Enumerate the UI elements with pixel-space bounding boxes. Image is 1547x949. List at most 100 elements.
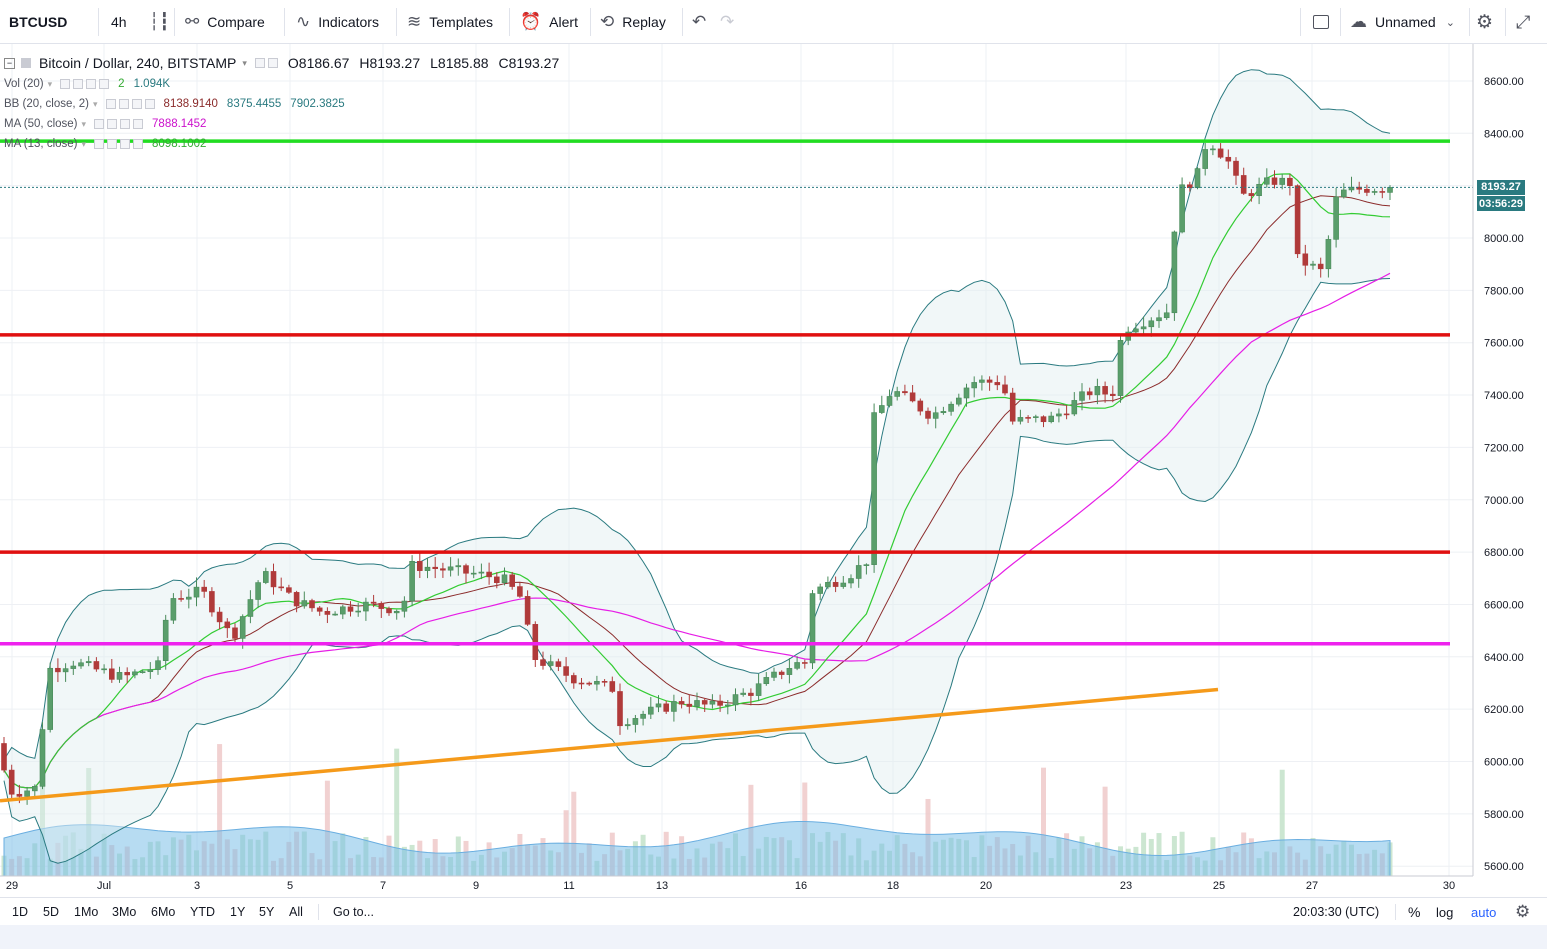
goto-button[interactable]: Go to... xyxy=(333,905,374,919)
candle-body xyxy=(755,683,762,696)
settings-button[interactable]: ⚙ xyxy=(1476,0,1501,44)
candle-body xyxy=(825,582,831,588)
range-3mo[interactable]: 3Mo xyxy=(112,905,137,919)
range-ytd[interactable]: YTD xyxy=(190,905,215,919)
collapse-icon[interactable]: − xyxy=(4,57,15,69)
replay-button[interactable]: ⟲ Replay xyxy=(600,0,666,44)
eye-icon[interactable] xyxy=(94,139,105,149)
price-tick-label: 6400.00 xyxy=(1484,652,1524,664)
fullscreen-layout-button[interactable] xyxy=(1313,0,1329,44)
range-1mo[interactable]: 1Mo xyxy=(74,905,99,919)
eye-icon[interactable] xyxy=(94,119,105,129)
log-toggle[interactable]: log xyxy=(1436,904,1454,920)
candle-body xyxy=(1233,160,1239,176)
candle-body xyxy=(940,411,947,414)
candle-body xyxy=(786,668,793,675)
ma13-label: MA (13, close) xyxy=(4,138,78,150)
undo-button[interactable]: ↶ xyxy=(692,0,714,44)
bottom-toolbar: 1D 5D 1Mo 3Mo 6Mo YTD 1Y 5Y All Go to...… xyxy=(0,897,1547,925)
time-tick-label: 29 xyxy=(6,880,18,892)
range-6mo[interactable]: 6Mo xyxy=(151,905,176,919)
candle-body xyxy=(493,576,500,583)
range-1y[interactable]: 1Y xyxy=(230,905,246,919)
percent-toggle[interactable]: % xyxy=(1408,904,1421,920)
range-1d[interactable]: 1D xyxy=(12,905,28,919)
time-axis[interactable]: 29 Jul 3 5 7 9 11 13 16 18 20 23 25 27 30 xyxy=(0,875,1473,892)
close-icon[interactable] xyxy=(133,119,144,129)
add-icon[interactable] xyxy=(120,119,131,129)
add-icon[interactable] xyxy=(86,79,97,89)
gear-icon[interactable]: ⚙ xyxy=(1515,902,1531,921)
eye-icon[interactable] xyxy=(60,79,71,89)
candle-body xyxy=(1071,400,1078,415)
open-value: O8186.67 xyxy=(287,55,350,71)
close-icon[interactable] xyxy=(99,79,110,89)
chevron-down-icon[interactable]: ▾ xyxy=(242,57,247,68)
countdown-tag: 03:56:29 xyxy=(1477,196,1525,212)
candle-body xyxy=(147,669,154,672)
price-tick-label: 8600.00 xyxy=(1484,76,1524,88)
alert-button[interactable]: ⏰ Alert xyxy=(520,0,578,44)
candle-body xyxy=(47,667,54,730)
candle-body xyxy=(309,600,315,609)
eye-icon[interactable] xyxy=(105,99,116,109)
symbol-search[interactable]: BTCUSD xyxy=(9,14,68,30)
range-all[interactable]: All xyxy=(289,905,303,919)
candle-body xyxy=(971,382,978,389)
add-icon[interactable] xyxy=(131,99,142,109)
indicators-button[interactable]: ∿ Indicators xyxy=(296,0,379,44)
candle-body xyxy=(455,565,462,568)
settings-icon[interactable] xyxy=(107,139,118,149)
candle-body xyxy=(78,662,84,667)
range-5d[interactable]: 5D xyxy=(43,905,59,919)
templates-button[interactable]: ≋ Templates xyxy=(407,0,493,44)
settings-icon[interactable] xyxy=(107,119,118,129)
compare-button[interactable]: ⚯ Compare xyxy=(185,0,265,44)
chevron-down-icon[interactable]: ▾ xyxy=(81,138,87,149)
candle-body xyxy=(678,701,685,705)
candle-body xyxy=(339,606,346,615)
volume-bar xyxy=(40,780,45,876)
bb-upper-value: 8375.4455 xyxy=(226,98,282,110)
drawn-levels[interactable] xyxy=(0,139,1450,803)
candle-body xyxy=(1163,312,1170,319)
close-icon[interactable] xyxy=(133,139,144,149)
candle-body xyxy=(694,700,700,707)
volume-bar xyxy=(1156,833,1162,876)
chart-canvas[interactable]: 8600.008400.008200.008000.007800.007600.… xyxy=(0,44,1547,897)
candle-body xyxy=(1379,191,1386,193)
chevron-down-icon[interactable]: ▾ xyxy=(81,118,87,129)
add-icon[interactable] xyxy=(120,139,131,149)
layout-menu[interactable]: ☁ Unnamed ⌄ xyxy=(1350,0,1455,44)
candle-body xyxy=(463,565,469,574)
candle-body xyxy=(1356,186,1362,190)
interval-button[interactable]: 4h xyxy=(111,0,127,44)
settings-icon[interactable] xyxy=(118,99,129,109)
chart-type-button[interactable]: ┆┇ xyxy=(149,0,177,44)
range-5y[interactable]: 5Y xyxy=(259,905,275,919)
candle-body xyxy=(894,391,901,397)
grid xyxy=(0,44,1473,876)
settings-icon[interactable] xyxy=(267,58,278,68)
candle-body xyxy=(101,668,107,671)
candle-body xyxy=(1364,188,1370,193)
candle-body xyxy=(655,703,662,708)
chevron-down-icon[interactable]: ▾ xyxy=(47,78,53,89)
ma50-legend: MA (50, close) ▾ 7888.1452 xyxy=(4,118,206,130)
utc-clock[interactable]: 20:03:30 (UTC) xyxy=(1293,905,1380,919)
redo-button[interactable]: ↷ xyxy=(720,0,742,44)
chevron-down-icon: ⌄ xyxy=(1445,16,1455,29)
auto-toggle[interactable]: auto xyxy=(1471,904,1497,920)
eye-icon[interactable] xyxy=(254,58,265,68)
candle-body xyxy=(578,682,585,685)
chevron-down-icon[interactable]: ▾ xyxy=(93,98,98,109)
candle-body xyxy=(1256,183,1262,197)
volume-bar xyxy=(394,748,400,876)
settings-icon[interactable] xyxy=(73,79,84,89)
candle-body xyxy=(1287,177,1293,186)
price-axis[interactable]: 8600.008400.008200.008000.007800.007600.… xyxy=(1472,44,1524,876)
candle-body xyxy=(324,611,331,615)
fullscreen-button[interactable]: ⤢ xyxy=(1516,0,1538,44)
candle-body xyxy=(386,608,392,614)
close-icon[interactable] xyxy=(144,99,155,109)
